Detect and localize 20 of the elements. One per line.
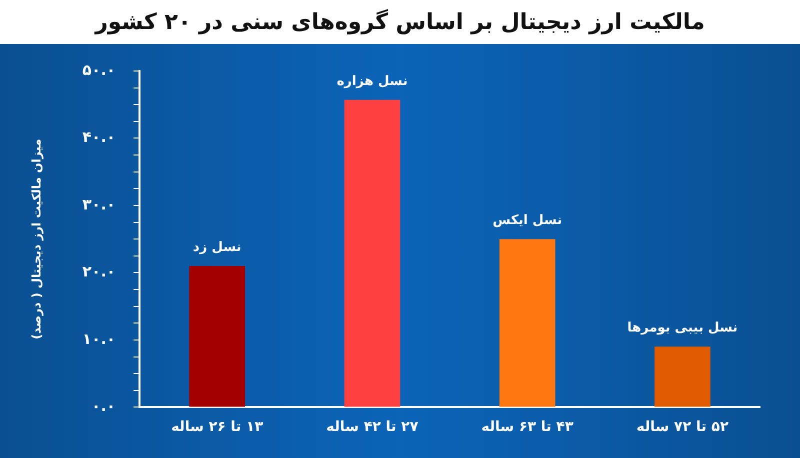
y-axis-title: میزان مالکیت ارز دیجیتال ( درصد): [29, 138, 44, 340]
x-tick-label: ۴۳ تا ۶۳ ساله: [481, 419, 574, 436]
annotation: نسل بیبی بومرها: [627, 320, 738, 336]
y-tick-label: ۵۰.۰: [82, 60, 116, 79]
x-tick-label: ۲۷ تا ۴۲ ساله: [326, 419, 419, 436]
y-tick-label: ۲۰.۰: [82, 262, 116, 281]
annotation: نسل ایکس: [492, 212, 562, 228]
x-tick-label: ۵۲ تا ۷۲ ساله: [636, 419, 729, 436]
bar: [189, 266, 246, 407]
x-tick-label: ۱۳ تا ۲۶ ساله: [171, 419, 264, 436]
y-tick-label: ۳۰.۰: [82, 195, 116, 214]
y-tick-label: ۰.۰: [92, 397, 116, 416]
bar: [344, 100, 400, 407]
annotation: نسل زد: [192, 240, 242, 255]
annotation: نسل هزاره: [336, 74, 408, 89]
y-tick-label: ۴۰.۰: [82, 128, 116, 146]
y-tick-label: ۱۰.۰: [82, 330, 116, 348]
chart-title: مالکیت ارز دیجیتال بر اساس گروه‌های سنی در ۲۰ کشور: [93, 8, 706, 36]
bar: [654, 346, 710, 407]
bar: [499, 239, 556, 407]
